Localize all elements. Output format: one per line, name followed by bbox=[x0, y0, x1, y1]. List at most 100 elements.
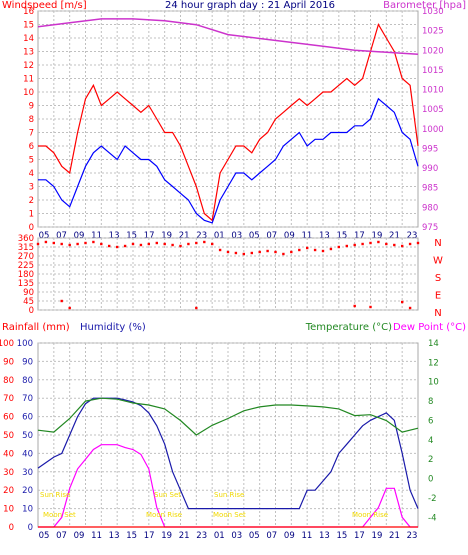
barometer-tick: 1000 bbox=[422, 125, 444, 135]
direction-point bbox=[401, 244, 404, 248]
barometer-tick: 975 bbox=[422, 223, 438, 233]
x-tick-label: 21 bbox=[389, 231, 400, 241]
dewpoint-axis-title: Dew Point (°C) bbox=[393, 322, 466, 333]
windspeed-tick: 6 bbox=[29, 142, 34, 152]
barometer-tick-labels: 975 980 985 990 995 1000 1005 1010 1015 1020 1025 1… bbox=[422, 7, 444, 233]
temperature-tick: -2 bbox=[428, 494, 436, 504]
x-tick-label: 09 bbox=[74, 231, 85, 241]
compass-tick: N bbox=[434, 238, 441, 249]
x-tick-label: 13 bbox=[109, 231, 120, 241]
windspeed-tick: 10 bbox=[23, 88, 34, 98]
event-label: Sun Rise bbox=[40, 491, 70, 499]
humidity-tick: 80 bbox=[22, 376, 33, 386]
direction-point bbox=[147, 242, 150, 246]
humidity-tick: 90 bbox=[22, 357, 33, 367]
windspeed-tick: 8 bbox=[29, 115, 34, 125]
x-tick-label: 15 bbox=[126, 531, 137, 541]
direction-point bbox=[321, 249, 325, 253]
direction-point bbox=[408, 242, 412, 246]
gust-line bbox=[38, 22, 419, 222]
direction-point bbox=[353, 304, 356, 308]
direction-point bbox=[393, 243, 396, 247]
direction-point bbox=[131, 242, 135, 246]
direction-degree-tick: 0 bbox=[29, 306, 34, 316]
x-tick-label: 13 bbox=[319, 531, 330, 541]
direction-point bbox=[68, 243, 71, 247]
x-tick-label: 01 bbox=[214, 531, 225, 541]
x-tick-label: 15 bbox=[126, 231, 137, 241]
compass-tick: S bbox=[435, 273, 441, 284]
x-tick-label: 19 bbox=[161, 231, 172, 241]
direction-point bbox=[108, 244, 111, 248]
compass-tick: W bbox=[433, 256, 443, 267]
windspeed-tick: 13 bbox=[23, 48, 34, 58]
direction-point bbox=[155, 241, 158, 245]
x-tick-label: 09 bbox=[284, 531, 295, 541]
rainfall-axis-title: Rainfall (mm) bbox=[2, 322, 70, 333]
x-tick-label: 19 bbox=[372, 531, 383, 541]
windspeed-tick: 15 bbox=[23, 21, 34, 31]
x-tick-label: 21 bbox=[389, 531, 400, 541]
rainfall-tick: 30 bbox=[3, 468, 14, 478]
direction-point bbox=[44, 240, 48, 244]
barometer-tick: 990 bbox=[422, 164, 438, 174]
direction-point bbox=[266, 249, 269, 253]
x-tick-label: 13 bbox=[109, 531, 120, 541]
x-tick-label: 17 bbox=[354, 531, 365, 541]
humidity-tick: 30 bbox=[22, 468, 33, 478]
x-tick-label: 13 bbox=[319, 231, 330, 241]
rainfall-tick: 90 bbox=[3, 357, 14, 367]
temp-humidity-panel: Rainfall (mm) Humidity (%) Temperature (… bbox=[0, 322, 466, 541]
x-tick-label: 23 bbox=[196, 231, 207, 241]
x-tick-label: 05 bbox=[249, 531, 260, 541]
chart-title: 24 hour graph day : 21 April 2016 bbox=[165, 0, 335, 11]
temperature-tick-labels: -4 -2 0 2 4 6 8 10 12 14 bbox=[428, 339, 439, 523]
barometer-tick: 1025 bbox=[422, 27, 444, 37]
event-label: Moon Set bbox=[213, 511, 246, 519]
rainfall-tick: 0 bbox=[9, 523, 14, 533]
direction-point bbox=[179, 244, 182, 248]
rainfall-tick: 70 bbox=[3, 394, 14, 404]
x-tick-label: 15 bbox=[336, 231, 347, 241]
temperature-tick: 0 bbox=[428, 475, 433, 485]
direction-point bbox=[313, 248, 317, 252]
direction-point bbox=[345, 244, 348, 248]
windspeed-tick: 9 bbox=[29, 102, 34, 112]
direction-grid bbox=[38, 237, 418, 311]
rainfall-tick: 50 bbox=[3, 431, 14, 441]
direction-point bbox=[60, 299, 63, 303]
direction-point bbox=[100, 242, 103, 246]
direction-point bbox=[84, 241, 87, 245]
x-tick-label: 19 bbox=[161, 531, 172, 541]
direction-point bbox=[298, 248, 301, 252]
direction-point bbox=[369, 241, 372, 245]
direction-point bbox=[306, 246, 309, 250]
temp-series bbox=[37, 397, 419, 528]
windspeed-tick: 7 bbox=[29, 129, 34, 139]
temperature-line bbox=[37, 397, 419, 436]
direction-point bbox=[282, 252, 285, 256]
direction-point bbox=[68, 306, 71, 310]
wind-barometer-panel: Windspeed [m/s] 24 hour graph day : 21 A… bbox=[2, 0, 466, 241]
direction-point bbox=[76, 242, 79, 246]
rainfall-tick: 10 bbox=[3, 505, 14, 515]
direction-point bbox=[274, 250, 277, 254]
direction-degree-tick: 45 bbox=[23, 297, 34, 307]
direction-point bbox=[52, 241, 55, 245]
x-tick-label: 11 bbox=[91, 531, 102, 541]
windspeed-tick: 4 bbox=[29, 169, 34, 179]
barometer-tick: 1010 bbox=[422, 86, 444, 96]
x-tick-label: 23 bbox=[407, 231, 418, 241]
temperature-axis-title: Temperature (°C) bbox=[305, 322, 392, 333]
direction-point bbox=[60, 242, 63, 246]
direction-point bbox=[353, 243, 356, 247]
direction-point bbox=[385, 242, 388, 246]
x-tick-label: 05 bbox=[39, 231, 50, 241]
humidity-tick: 100 bbox=[17, 339, 33, 349]
direction-point bbox=[203, 240, 206, 244]
event-label: Moon Set bbox=[43, 511, 76, 519]
